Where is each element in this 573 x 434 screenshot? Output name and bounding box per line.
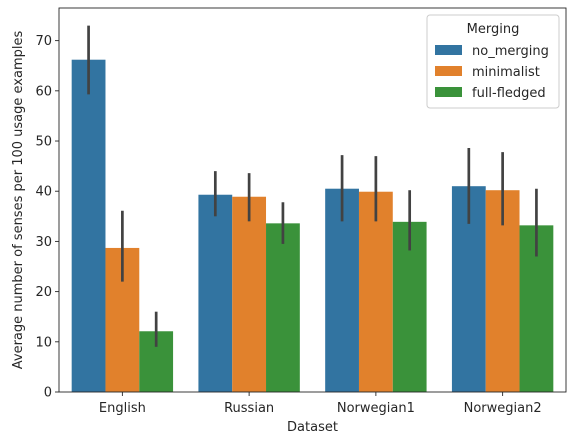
x-tick-label: Russian [224,401,274,416]
legend-label-no_merging: no_merging [472,44,549,59]
bar-full-fledged-Russian [266,223,300,392]
x-tick-label: English [99,401,146,416]
x-axis: English Russian Norwegian1 Norwegian2 [99,392,542,416]
legend-swatch-minimalist [435,66,462,76]
y-tick-label: 20 [35,285,52,300]
x-tick-label: Norwegian1 [337,401,415,416]
y-tick-label: 30 [35,235,52,250]
plot-frame [58,7,567,393]
y-tick-label: 0 [44,386,52,401]
y-axis: 0 10 20 30 40 50 60 70 [35,34,59,401]
y-tick-label: 70 [35,34,52,49]
bar-minimalist-Norwegian1 [358,191,393,392]
legend-swatch-full-fledged [435,87,462,97]
legend-box [426,14,560,109]
y-axis-label: Average number of senses per 100 usage e… [11,31,26,370]
legend-label-minimalist: minimalist [472,65,540,80]
bar-minimalist-Russian [232,196,267,392]
y-tick-label: 10 [35,335,52,350]
y-tick-label: 50 [35,135,52,150]
bar-no_merging-Russian [198,194,233,392]
x-axis-label: Dataset [287,420,338,434]
y-tick-label: 40 [35,185,52,200]
legend-swatch-no_merging [435,45,462,55]
x-tick-label: Norwegian2 [464,401,542,416]
legend: Merging no_merging minimalist full-fledged [426,14,560,109]
legend-title: Merging [467,22,520,37]
error-bars-layer [87,25,538,347]
bar-no_merging-Norwegian1 [325,188,359,392]
legend-label-full-fledged: full-fledged [472,86,546,101]
bars-layer [71,59,554,392]
bar-no_merging-English [71,59,106,392]
y-tick-label: 60 [35,84,52,99]
